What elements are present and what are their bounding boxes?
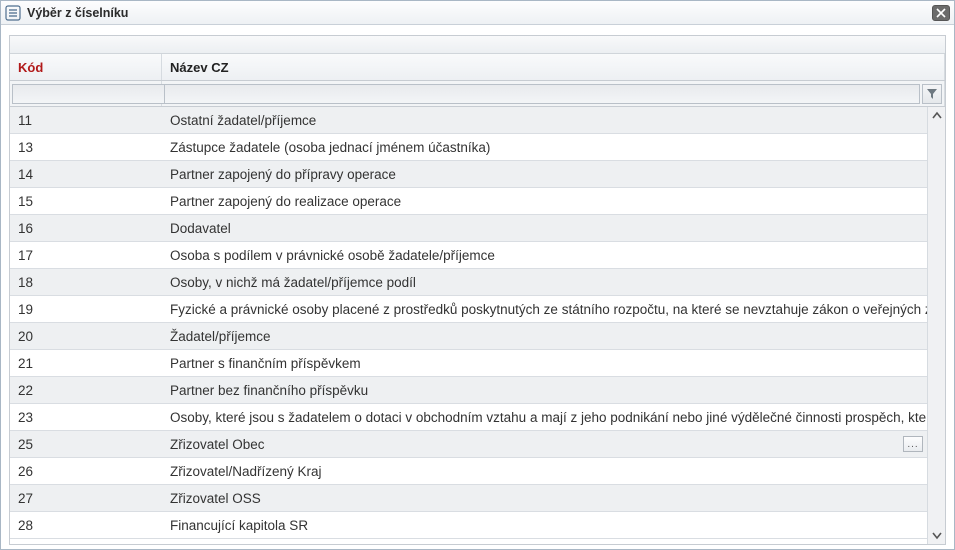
cell-name: Zřizovatel Obec...: [162, 431, 927, 457]
cell-name: Žadatel/příjemce: [162, 323, 927, 349]
chevron-down-icon: [932, 530, 942, 540]
window-title: Výběr z číselníku: [27, 6, 932, 20]
cell-name: Partner zapojený do přípravy operace: [162, 161, 927, 187]
grid-body: 11Ostatní žadatel/příjemce13Zástupce žad…: [10, 107, 927, 544]
table-row[interactable]: 27Zřizovatel OSS: [10, 485, 927, 512]
table-row[interactable]: 16Dodavatel: [10, 215, 927, 242]
filter-button-name[interactable]: [922, 84, 942, 104]
close-button[interactable]: [932, 5, 950, 21]
table-row[interactable]: 14Partner zapojený do přípravy operace: [10, 161, 927, 188]
table-row[interactable]: 17Osoba s podílem v právnické osobě žada…: [10, 242, 927, 269]
table-row[interactable]: 21Partner s finančním příspěvkem: [10, 350, 927, 377]
cell-name: Zřizovatel OSS: [162, 485, 927, 511]
table-row[interactable]: 23Osoby, které jsou s žadatelem o dotaci…: [10, 404, 927, 431]
chevron-up-icon: [932, 111, 942, 121]
table-row[interactable]: 19Fyzické a právnické osoby placené z pr…: [10, 296, 927, 323]
filter-input-code[interactable]: [12, 84, 177, 104]
grid-toolbar-strip: [10, 36, 945, 54]
table-row[interactable]: 18Osoby, v nichž má žadatel/příjemce pod…: [10, 269, 927, 296]
cell-code: 11: [10, 107, 162, 133]
table-row[interactable]: 25Zřizovatel Obec...: [10, 431, 927, 458]
cell-code: 20: [10, 323, 162, 349]
column-header-name[interactable]: Název CZ: [162, 54, 945, 80]
cell-name: Partner bez finančního příspěvku: [162, 377, 927, 403]
scroll-up-button[interactable]: [928, 107, 945, 125]
scroll-down-button[interactable]: [928, 526, 945, 544]
cell-code: 21: [10, 350, 162, 376]
cell-name: Partner s finančním příspěvkem: [162, 350, 927, 376]
filter-cell-code: [10, 81, 162, 106]
cell-code: 18: [10, 269, 162, 295]
cell-name: Fyzické a právnické osoby placené z pros…: [162, 296, 927, 322]
table-row[interactable]: 22Partner bez finančního příspěvku: [10, 377, 927, 404]
cell-code: 23: [10, 404, 162, 430]
cell-code: 19: [10, 296, 162, 322]
cell-code: 13: [10, 134, 162, 160]
cell-code: 28: [10, 512, 162, 538]
cell-name: Osoby, v nichž má žadatel/příjemce podíl: [162, 269, 927, 295]
codebook-picker-window: Výběr z číselníku Kód Název CZ: [0, 0, 955, 550]
cell-name: Ostatní žadatel/příjemce: [162, 107, 927, 133]
cell-code: 14: [10, 161, 162, 187]
filter-cell-name: [162, 81, 945, 106]
row-ellipsis-button[interactable]: ...: [903, 436, 923, 452]
table-row[interactable]: 15Partner zapojený do realizace operace: [10, 188, 927, 215]
cell-code: 27: [10, 485, 162, 511]
cell-code: 15: [10, 188, 162, 214]
table-row[interactable]: 11Ostatní žadatel/příjemce: [10, 107, 927, 134]
cell-code: 26: [10, 458, 162, 484]
grid-body-wrap: 11Ostatní žadatel/příjemce13Zástupce žad…: [10, 107, 945, 544]
cell-code: 25: [10, 431, 162, 457]
table-row[interactable]: 20Žadatel/příjemce: [10, 323, 927, 350]
grid-header-row: Kód Název CZ: [10, 54, 945, 81]
cell-name: Zřizovatel/Nadřízený Kraj: [162, 458, 927, 484]
table-row[interactable]: 28Financující kapitola SR: [10, 512, 927, 539]
content-area: Kód Název CZ: [1, 25, 954, 549]
cell-code: 22: [10, 377, 162, 403]
cell-name: Zástupce žadatele (osoba jednací jménem …: [162, 134, 927, 160]
grid-filter-row: [10, 81, 945, 107]
funnel-icon: [926, 88, 938, 100]
window-list-icon: [5, 5, 21, 21]
cell-name: Osoba s podílem v právnické osobě žadate…: [162, 242, 927, 268]
close-icon: [936, 8, 946, 18]
table-row[interactable]: 26Zřizovatel/Nadřízený Kraj: [10, 458, 927, 485]
titlebar: Výběr z číselníku: [1, 1, 954, 25]
cell-name: Financující kapitola SR: [162, 512, 927, 538]
grid-panel: Kód Název CZ: [9, 35, 946, 545]
cell-name: Dodavatel: [162, 215, 927, 241]
cell-code: 17: [10, 242, 162, 268]
cell-name: Partner zapojený do realizace operace: [162, 188, 927, 214]
cell-name: Osoby, které jsou s žadatelem o dotaci v…: [162, 404, 927, 430]
column-header-code[interactable]: Kód: [10, 54, 162, 80]
table-row[interactable]: 13Zástupce žadatele (osoba jednací jméne…: [10, 134, 927, 161]
cell-code: 16: [10, 215, 162, 241]
filter-input-name[interactable]: [164, 84, 920, 104]
vertical-scrollbar[interactable]: [927, 107, 945, 544]
